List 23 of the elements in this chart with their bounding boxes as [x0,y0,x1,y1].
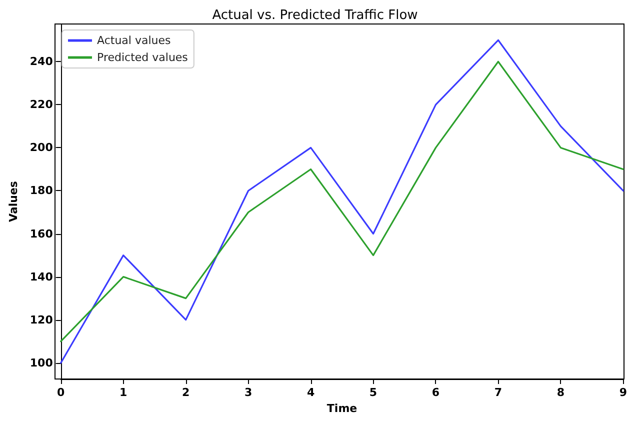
y-axis-title: Values [7,180,20,222]
x-tick-label: 0 [57,386,66,399]
y-tick-label: 140 [30,270,54,284]
legend-label: Predicted values [97,51,188,64]
y-tick-label: 240 [30,55,54,68]
x-tick-label: 2 [182,386,190,399]
x-axis-title: Time [326,402,358,415]
x-tick-label: 8 [556,386,565,399]
chart-title: Actual vs. Predicted Traffic Flow [212,8,418,23]
y-tick-label: 200 [30,141,54,154]
y-tick-label: 220 [30,98,54,112]
x-tick-label: 1 [120,386,128,399]
y-tick-label: 120 [30,313,54,326]
x-tick-label: 3 [244,386,252,399]
x-tick-label: 7 [494,386,502,399]
y-tick-label: 160 [30,227,54,240]
x-tick-label: 9 [619,386,627,399]
y-tick-label: 100 [30,356,54,370]
x-tick-label: 6 [432,386,440,399]
x-tick-label: 5 [369,386,378,399]
x-tick-label: 4 [306,386,315,399]
y-tick-label: 180 [30,184,54,198]
legend-label: Actual values [97,34,172,47]
